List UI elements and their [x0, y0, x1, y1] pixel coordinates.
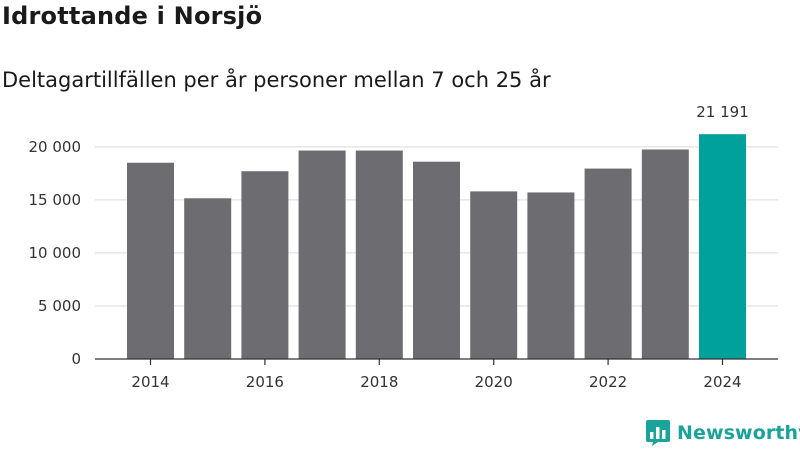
y-tick-label: 5 000	[38, 297, 81, 315]
chart-title: Idrottande i Norsjö	[2, 2, 263, 30]
bar-2021	[527, 192, 575, 359]
newsworthy-logo-icon	[646, 420, 670, 446]
bar-2023	[641, 149, 689, 359]
bar-2019	[413, 161, 460, 359]
bar-2018	[355, 150, 403, 359]
bar-2014	[127, 162, 174, 359]
chart-subtitle: Deltagartillfällen per år personer mella…	[2, 68, 551, 92]
y-tick-label: 10 000	[29, 244, 82, 262]
bar-2017	[298, 150, 346, 359]
x-tick-label: 2018	[360, 373, 398, 391]
bar-2024	[699, 134, 746, 359]
newsworthy-brand: Newsworthy	[645, 419, 800, 447]
bar-2016	[241, 171, 289, 359]
x-tick-label: 2016	[246, 373, 284, 391]
bar-2022	[584, 168, 632, 359]
x-tick-label: 2020	[475, 373, 513, 391]
x-tick-label: 2014	[131, 373, 169, 391]
brand-name: Newsworthy	[677, 422, 800, 444]
x-tick-label: 2024	[703, 373, 741, 391]
x-tick-label: 2022	[589, 373, 627, 391]
data-label: 21 191	[696, 103, 749, 121]
y-tick-label: 15 000	[29, 191, 82, 209]
bar-2020	[470, 191, 518, 359]
y-tick-label: 20 000	[29, 138, 82, 156]
bar-2015	[184, 198, 232, 359]
y-tick-label: 0	[71, 350, 81, 368]
